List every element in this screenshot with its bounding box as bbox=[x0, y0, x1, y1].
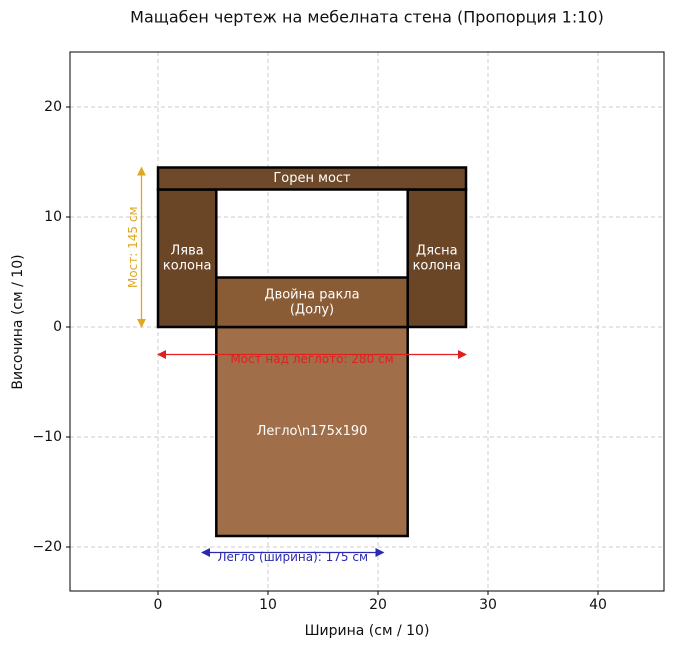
dimension-label: Мост: 145 см bbox=[126, 206, 140, 288]
y-tick-label: 20 bbox=[44, 99, 62, 115]
furniture-block bbox=[215, 276, 409, 329]
dimension-label: Мост над леглото: 280 см bbox=[230, 352, 393, 366]
block-label: Легло\n175x190 bbox=[257, 424, 368, 439]
block-label: Горен мост bbox=[273, 171, 351, 186]
x-tick-label: 20 bbox=[369, 597, 387, 613]
furniture-block bbox=[406, 188, 468, 329]
furniture-block bbox=[156, 166, 468, 191]
block-label: (Долу) bbox=[290, 302, 334, 317]
x-tick-label: 30 bbox=[479, 597, 497, 613]
block-label: колона bbox=[413, 258, 462, 273]
x-tick-label: 0 bbox=[154, 597, 163, 613]
x-tick-label: 10 bbox=[259, 597, 277, 613]
block-label: Дясна bbox=[416, 243, 458, 258]
y-axis-label: Височина (см / 10) bbox=[10, 254, 26, 389]
y-tick-label: −20 bbox=[32, 539, 62, 555]
x-tick-label: 40 bbox=[589, 597, 607, 613]
chart-title: Мащабен чертеж на мебелната стена (Пропо… bbox=[130, 8, 604, 27]
block-label: Двойна ракла bbox=[264, 287, 359, 302]
dimension-label: Легло (ширина): 175 см bbox=[217, 550, 368, 564]
x-axis-label: Ширина (см / 10) bbox=[305, 623, 430, 639]
block-label: колона bbox=[163, 258, 212, 273]
y-tick-label: 10 bbox=[44, 209, 62, 225]
furniture-block bbox=[215, 325, 409, 538]
y-tick-label: −10 bbox=[32, 429, 62, 445]
y-tick-label: 0 bbox=[53, 319, 62, 335]
block-label: Лява bbox=[171, 243, 204, 258]
plot-frame bbox=[69, 51, 665, 592]
